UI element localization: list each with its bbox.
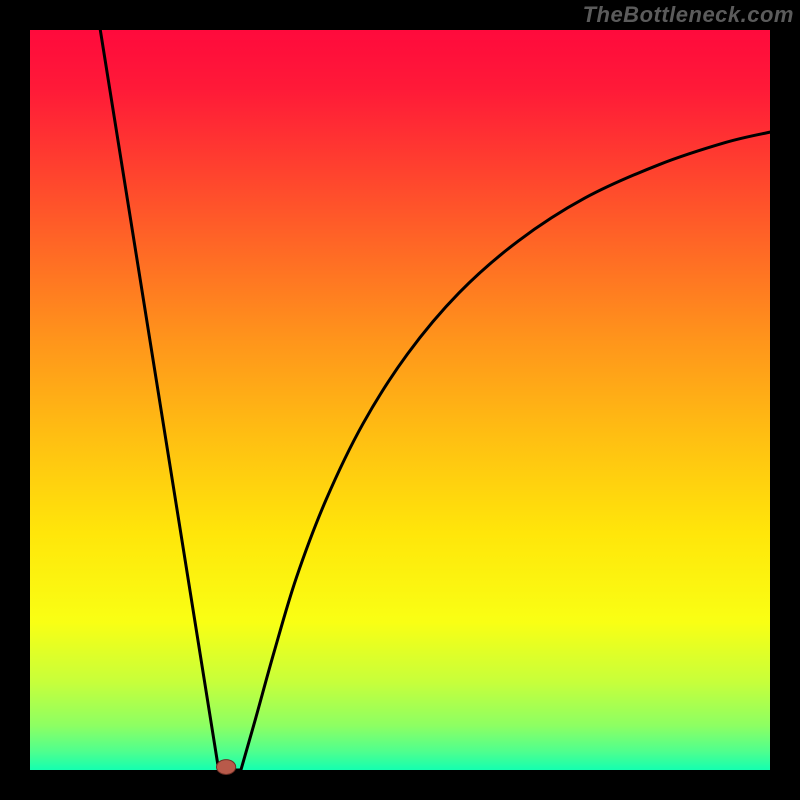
- chart-stage: TheBottleneck.com: [0, 0, 800, 800]
- bottleneck-curve-chart: [0, 0, 800, 800]
- plot-background: [30, 30, 770, 770]
- optimal-point-marker: [216, 760, 235, 775]
- watermark-text: TheBottleneck.com: [583, 2, 794, 28]
